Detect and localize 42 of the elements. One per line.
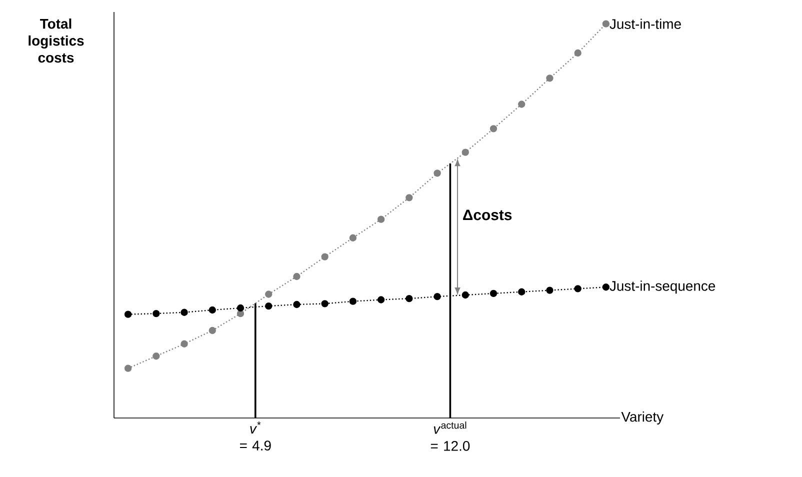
y-axis-title: Total logistics costs xyxy=(28,18,84,63)
point xyxy=(434,293,441,300)
point xyxy=(602,284,610,291)
annotation: Δcosts xyxy=(463,210,512,220)
x-axis-title: Variety xyxy=(621,411,664,424)
point xyxy=(574,285,582,292)
point xyxy=(124,310,132,318)
point xyxy=(490,290,498,298)
point xyxy=(349,298,357,305)
series-label: Just-in-sequence xyxy=(610,280,716,294)
point xyxy=(462,148,469,156)
point xyxy=(265,302,272,310)
point xyxy=(321,253,328,260)
point xyxy=(546,286,554,294)
point xyxy=(208,306,216,314)
point xyxy=(546,74,554,82)
point xyxy=(434,170,441,177)
point xyxy=(180,340,188,348)
series-label: Just-in-time xyxy=(610,18,681,29)
point xyxy=(377,216,385,223)
point xyxy=(265,290,272,298)
point xyxy=(602,20,610,28)
point xyxy=(152,310,160,318)
point xyxy=(124,364,132,372)
point xyxy=(236,304,244,312)
point xyxy=(293,300,300,308)
point xyxy=(574,49,582,57)
text: v$^{actual}$ = 12.0 xyxy=(430,422,470,451)
point xyxy=(406,194,413,202)
point xyxy=(377,296,385,304)
point xyxy=(208,326,216,334)
point xyxy=(321,300,328,308)
point xyxy=(180,308,188,316)
point xyxy=(490,125,498,132)
point xyxy=(406,294,413,302)
point xyxy=(293,272,300,280)
point xyxy=(349,234,357,242)
point xyxy=(152,352,160,360)
text: v$^{*}$ = 4.9 xyxy=(240,422,271,451)
point xyxy=(518,288,526,296)
point xyxy=(462,291,469,299)
point xyxy=(518,100,526,108)
